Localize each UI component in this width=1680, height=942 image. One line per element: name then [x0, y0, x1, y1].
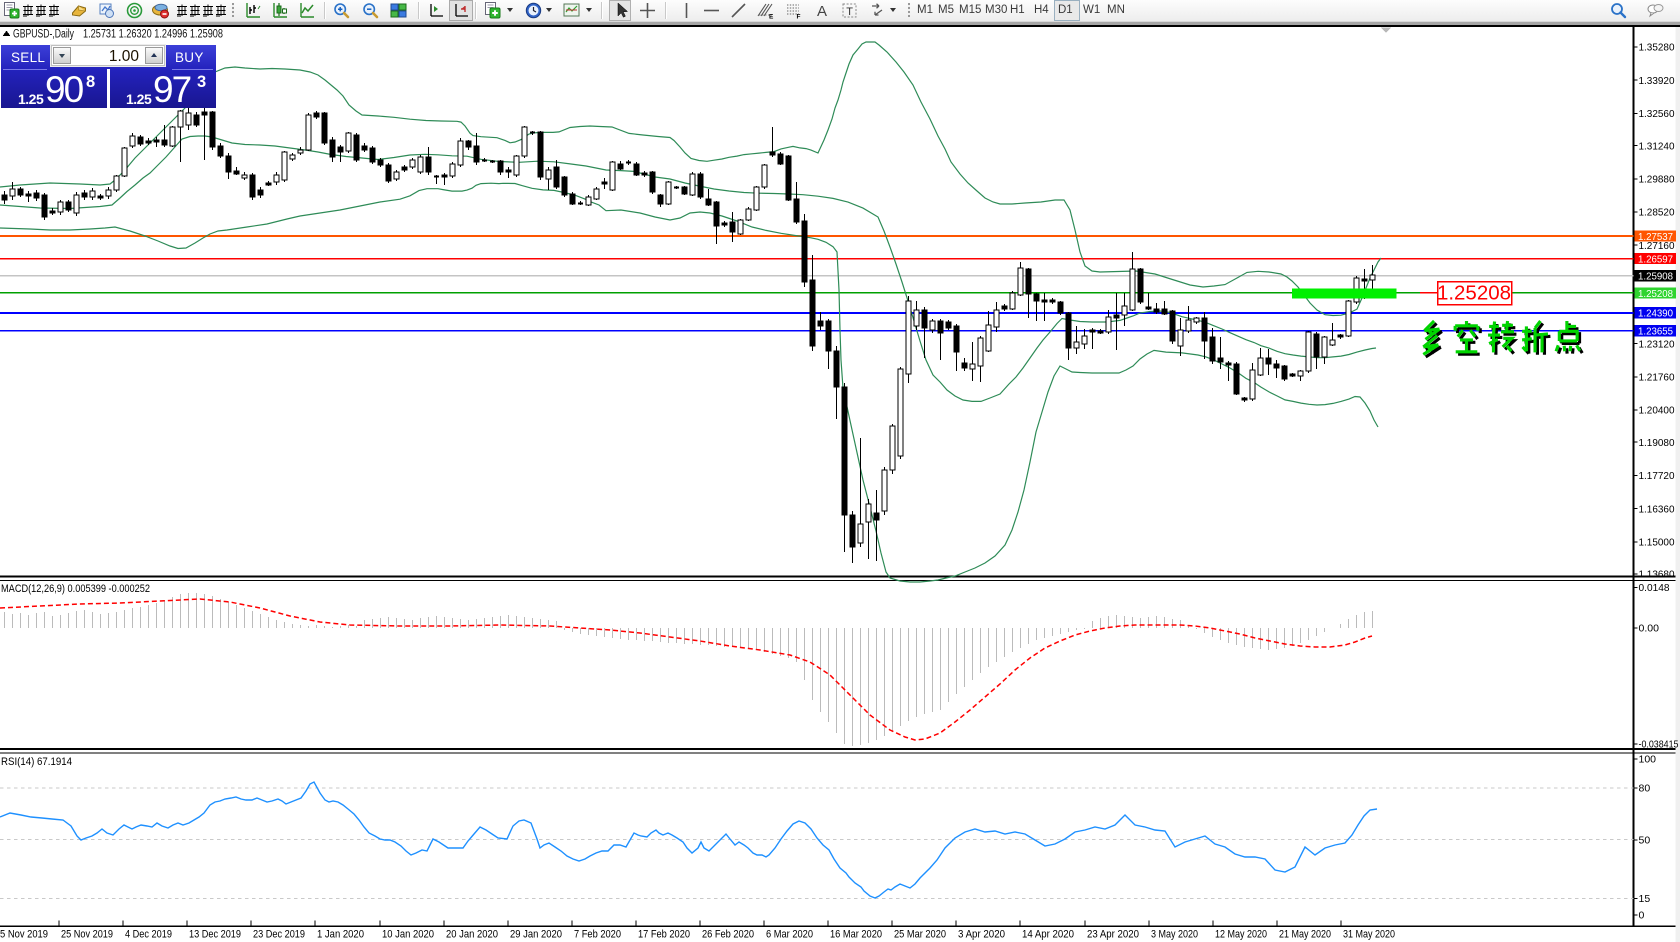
svg-text:100: 100: [1639, 754, 1657, 766]
svg-text:RSI(14) 67.1914: RSI(14) 67.1914: [1, 756, 72, 768]
svg-text:25 Nov 2019: 25 Nov 2019: [61, 929, 113, 941]
svg-text:3 Apr 2020: 3 Apr 2020: [958, 929, 1005, 941]
svg-text:1.33920: 1.33920: [1639, 75, 1675, 87]
svg-text:21 May 2020: 21 May 2020: [1279, 929, 1331, 941]
svg-text:0: 0: [1639, 910, 1645, 922]
svg-text:14 Apr 2020: 14 Apr 2020: [1022, 929, 1074, 941]
svg-text:1 Jan 2020: 1 Jan 2020: [317, 929, 364, 941]
svg-text:3 May 2020: 3 May 2020: [1151, 929, 1198, 941]
svg-text:-0.038415: -0.038415: [1639, 739, 1679, 751]
svg-text:26 Feb 2020: 26 Feb 2020: [702, 929, 754, 941]
svg-text:1.16360: 1.16360: [1639, 503, 1675, 515]
svg-text:1.25208: 1.25208: [1437, 282, 1511, 305]
svg-text:1.23120: 1.23120: [1639, 338, 1675, 350]
svg-text:1.15000: 1.15000: [1639, 537, 1675, 549]
svg-text:1.29880: 1.29880: [1639, 174, 1675, 186]
svg-text:MACD(12,26,9) 0.005399 -0.0002: MACD(12,26,9) 0.005399 -0.000252: [1, 583, 150, 595]
svg-text:1.17720: 1.17720: [1639, 470, 1675, 482]
svg-text:15: 15: [1639, 893, 1651, 905]
svg-text:80: 80: [1639, 783, 1651, 795]
svg-text:1.25908: 1.25908: [1638, 271, 1673, 283]
svg-text:1.25208: 1.25208: [1638, 288, 1673, 300]
svg-text:1.23655: 1.23655: [1638, 326, 1673, 338]
svg-text:31 May 2020: 31 May 2020: [1343, 929, 1395, 941]
svg-text:17 Feb 2020: 17 Feb 2020: [638, 929, 690, 941]
svg-text:E: E: [769, 14, 774, 20]
svg-text:10 Jan 2020: 10 Jan 2020: [382, 929, 434, 941]
svg-text:23 Dec 2019: 23 Dec 2019: [253, 929, 305, 941]
svg-text:GBPUSD-,Daily: GBPUSD-,Daily: [13, 29, 74, 41]
svg-text:12 May 2020: 12 May 2020: [1215, 929, 1267, 941]
svg-text:F: F: [797, 14, 801, 20]
svg-text:23 Apr 2020: 23 Apr 2020: [1087, 929, 1139, 941]
svg-text:1.26597: 1.26597: [1638, 253, 1673, 265]
svg-text:6 Mar 2020: 6 Mar 2020: [766, 929, 813, 941]
svg-text:1.19080: 1.19080: [1639, 437, 1675, 449]
svg-text:50: 50: [1639, 835, 1651, 847]
svg-text:13 Dec 2019: 13 Dec 2019: [189, 929, 241, 941]
svg-text:20 Jan 2020: 20 Jan 2020: [446, 929, 498, 941]
svg-text:1.32560: 1.32560: [1639, 108, 1675, 120]
svg-text:0.00: 0.00: [1639, 623, 1660, 635]
svg-text:5 Nov 2019: 5 Nov 2019: [0, 929, 48, 941]
svg-text:4 Dec 2019: 4 Dec 2019: [125, 929, 172, 941]
svg-text:7 Feb 2020: 7 Feb 2020: [574, 929, 621, 941]
svg-text:1.24390: 1.24390: [1638, 308, 1673, 320]
svg-text:0.0148: 0.0148: [1639, 582, 1670, 594]
svg-text:1.21760: 1.21760: [1639, 372, 1675, 384]
svg-text:16 Mar 2020: 16 Mar 2020: [830, 929, 882, 941]
svg-text:29 Jan 2020: 29 Jan 2020: [510, 929, 562, 941]
svg-text:25 Mar 2020: 25 Mar 2020: [894, 929, 946, 941]
svg-text:1.25731 1.26320 1.24996 1.2590: 1.25731 1.26320 1.24996 1.25908: [83, 29, 223, 41]
svg-text:1.27160: 1.27160: [1639, 240, 1675, 252]
svg-text:1.35280: 1.35280: [1639, 42, 1675, 54]
svg-text:T: T: [846, 6, 853, 18]
svg-text:1.13680: 1.13680: [1639, 569, 1675, 581]
svg-text:1.28520: 1.28520: [1639, 207, 1675, 219]
svg-text:1.31240: 1.31240: [1639, 140, 1675, 152]
svg-text:1.20400: 1.20400: [1639, 405, 1675, 417]
svg-text:1.27537: 1.27537: [1638, 231, 1673, 243]
